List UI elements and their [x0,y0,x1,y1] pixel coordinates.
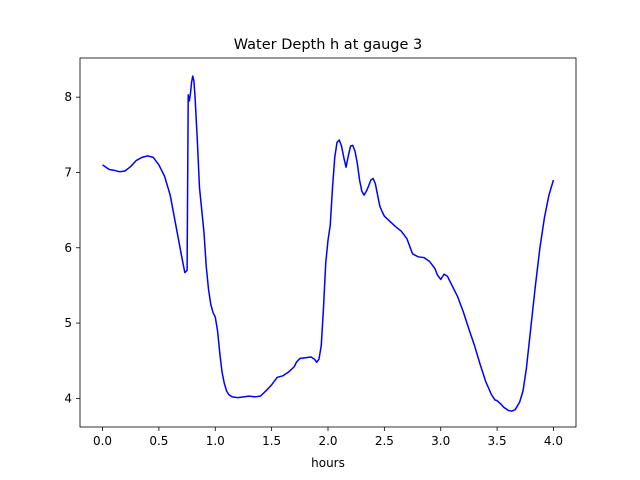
plot-area [102,75,555,412]
x-tick-label: 2.5 [375,434,394,448]
x-tick-label: 3.0 [431,434,450,448]
x-tick-label: 3.5 [488,434,507,448]
axes: 0.0 0.5 1.0 1.5 2.0 2.5 3.0 3.5 4.0 4 5 6 7 8 [64,57,577,448]
y-tick-label: 8 [64,90,72,104]
x-tick-label: 0.5 [149,434,168,448]
y-tick-label: 4 [64,391,72,405]
x-tick-label: 4.0 [544,434,563,448]
y-tick-label: 7 [64,165,72,179]
y-tick-label: 6 [64,241,72,255]
x-tick-label: 1.0 [206,434,225,448]
chart-title: Water Depth h at gauge 3 [234,37,422,53]
x-tick-label: 0.0 [93,434,112,448]
x-tick-label: 2.0 [318,434,337,448]
x-axis-label: hours [311,456,345,470]
y-tick-label: 5 [64,316,72,330]
series-line-0 [102,75,555,412]
x-tick-label: 1.5 [262,434,281,448]
